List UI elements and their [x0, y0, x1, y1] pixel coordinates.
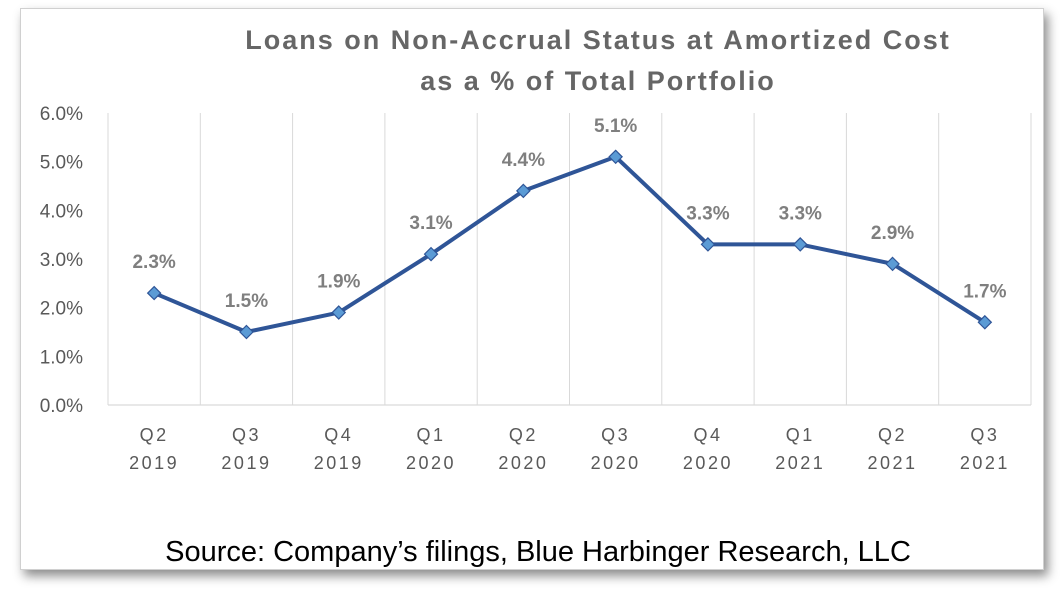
y-tick-label: 6.0% [40, 104, 83, 125]
data-point-marker [516, 183, 531, 199]
x-tick-label: Q3 [232, 425, 261, 445]
x-tick-label: Q1 [786, 425, 815, 445]
chart-frame: Loans on Non-Accrual Status at Amortized… [20, 8, 1044, 570]
x-tick-label: 2021 [960, 453, 1010, 473]
y-tick-label: 5.0% [40, 153, 83, 174]
data-label: 1.7% [963, 281, 1006, 302]
x-tick-label: Q4 [693, 425, 722, 445]
x-tick-label: 2020 [498, 453, 548, 473]
y-tick-label: 3.0% [40, 250, 83, 271]
x-tick-label: Q3 [601, 425, 630, 445]
data-label: 3.1% [409, 213, 452, 234]
data-point-marker [885, 256, 900, 272]
x-tick-label: Q1 [417, 425, 446, 445]
data-label: 1.9% [317, 272, 360, 293]
x-tick-label: 2020 [683, 453, 733, 473]
data-label: 3.3% [686, 203, 729, 224]
x-tick-label: 2020 [406, 453, 456, 473]
data-point-marker [239, 324, 254, 340]
chart-title-line-2: as a % of Total Portfolio [420, 66, 776, 96]
x-tick-label: 2019 [314, 453, 364, 473]
x-tick-label: 2020 [591, 453, 641, 473]
x-tick-label: 2021 [868, 453, 918, 473]
data-point-marker [700, 237, 716, 252]
data-label: 2.9% [871, 223, 914, 244]
x-tick-label: Q4 [324, 425, 353, 445]
source-note: Source: Company’s filings, Blue Harbinge… [165, 536, 911, 568]
data-point-marker [977, 314, 993, 330]
y-tick-label: 4.0% [40, 201, 83, 222]
data-labels: 2.3% 1.5% 1.9% 3.1% 4.4% 5.1% 3.3% 3.3% 2.9% 1.7% [132, 116, 1006, 312]
data-point-marker [423, 246, 439, 262]
x-tick-label: Q2 [140, 425, 169, 445]
y-axis: 0.0% 1.0% 2.0% 3.0% 4.0% 5.0% 6.0% [40, 104, 83, 417]
x-tick-label: Q2 [878, 425, 907, 445]
y-tick-label: 0.0% [40, 396, 83, 417]
data-label: 2.3% [132, 252, 175, 273]
data-label: 3.3% [779, 203, 822, 224]
line-chart: Loans on Non-Accrual Status at Amortized… [40, 25, 1032, 568]
series-polyline [153, 154, 986, 334]
x-axis: Q2 2019 Q3 2019 Q4 2019 Q1 2020 Q2 2020 Q3 2020 Q4 20… [129, 425, 1010, 473]
y-tick-label: 1.0% [40, 347, 83, 368]
x-tick-label: 2019 [129, 453, 179, 473]
y-tick-label: 2.0% [40, 299, 83, 320]
data-label: 5.1% [594, 116, 637, 137]
data-point-marker [146, 285, 162, 301]
data-label: 1.5% [225, 291, 268, 312]
data-point-marker [331, 305, 347, 320]
x-tick-label: Q3 [970, 425, 999, 445]
series-line [146, 149, 993, 340]
chart-title-line-1: Loans on Non-Accrual Status at Amortized… [245, 25, 951, 55]
x-tick-label: Q2 [509, 425, 538, 445]
x-tick-label: 2021 [775, 453, 825, 473]
gridlines [107, 113, 1032, 406]
data-label: 4.4% [502, 150, 545, 171]
x-tick-label: 2019 [221, 453, 271, 473]
data-point-marker [608, 149, 623, 165]
chart-title: Loans on Non-Accrual Status at Amortized… [245, 25, 951, 96]
data-point-marker [792, 237, 808, 252]
